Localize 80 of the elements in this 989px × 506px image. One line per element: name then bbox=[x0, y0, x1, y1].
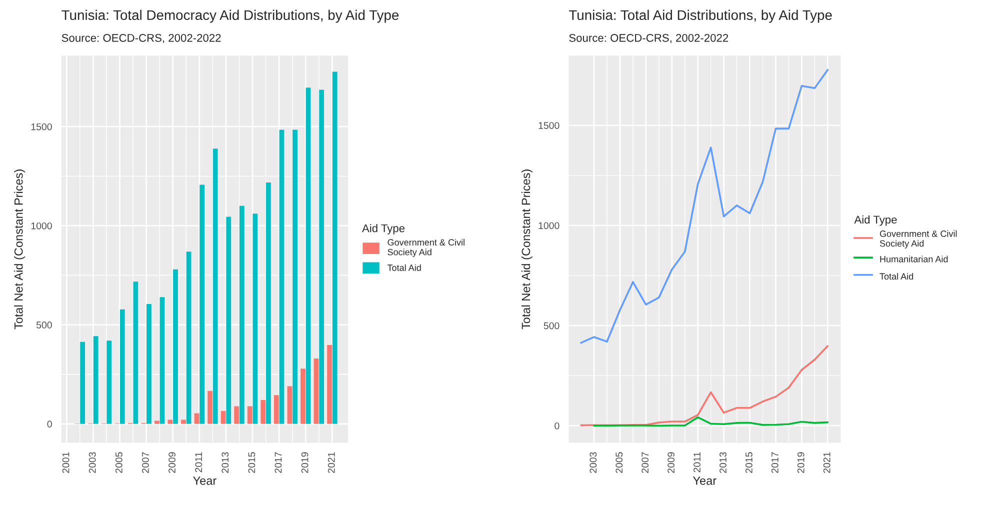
x-tick-label: 2017 bbox=[274, 452, 282, 473]
bar bbox=[314, 358, 319, 424]
legend-label: Government & Civil Society Aid bbox=[388, 238, 464, 258]
bar bbox=[266, 182, 271, 424]
bar bbox=[287, 386, 292, 424]
bar bbox=[274, 395, 279, 424]
legend-label: Government & Civil Society Aid bbox=[880, 230, 957, 248]
bar bbox=[80, 342, 86, 424]
x-tick-label: 2009 bbox=[168, 452, 176, 473]
x-tick-label: 2003 bbox=[88, 452, 96, 473]
x-axis-title: Year bbox=[193, 476, 216, 485]
bar bbox=[332, 72, 338, 424]
bar bbox=[93, 336, 98, 424]
chart-title: Tunisia: Total Democracy Aid Distributions, by Aid Type bbox=[62, 10, 399, 23]
y-tick-label: 500 bbox=[544, 322, 560, 330]
bar bbox=[226, 216, 232, 424]
x-tick-label: 2003 bbox=[590, 452, 597, 473]
x-axis-title: Year bbox=[692, 476, 716, 485]
bar bbox=[212, 148, 218, 424]
x-tick-label: 2015 bbox=[746, 452, 752, 473]
bar bbox=[146, 304, 152, 424]
y-tick-label: 500 bbox=[36, 322, 52, 328]
chart-subtitle: Source: OECD-CRS, 2002-2022 bbox=[62, 34, 221, 44]
bar bbox=[327, 345, 332, 424]
line-series bbox=[580, 68, 829, 344]
y-tick-label: 0 bbox=[554, 422, 560, 430]
legend-title: Aid Type bbox=[362, 224, 405, 234]
x-tick-label: 2021 bbox=[328, 452, 335, 473]
x-tick-label: 2019 bbox=[797, 452, 804, 473]
line-series bbox=[580, 345, 829, 426]
y-axis-title: Total Net Aid (Constant Prices) bbox=[14, 170, 26, 330]
chart-title: Tunisia: Total Aid Distributions, by Aid Type bbox=[568, 10, 832, 23]
x-tick-label: 2001 bbox=[62, 452, 70, 473]
x-tick-label: 2013 bbox=[720, 452, 726, 473]
bar bbox=[200, 184, 205, 424]
x-tick-label: 2017 bbox=[771, 452, 778, 473]
x-tick-label: 2019 bbox=[301, 452, 308, 473]
y-tick-label: 0 bbox=[47, 420, 52, 428]
line-series bbox=[593, 416, 829, 427]
bar bbox=[306, 88, 311, 424]
bar bbox=[252, 214, 258, 424]
chart-subtitle: Source: OECD-CRS, 2002-2022 bbox=[569, 34, 728, 44]
y-tick-label: 1000 bbox=[31, 222, 52, 230]
y-tick-label: 1000 bbox=[538, 222, 560, 230]
y-tick-label: 1500 bbox=[31, 123, 52, 130]
x-tick-label: 2015 bbox=[248, 452, 256, 473]
bar bbox=[160, 297, 165, 424]
bar bbox=[292, 130, 298, 424]
bar bbox=[173, 269, 178, 424]
bar bbox=[247, 406, 252, 424]
bar bbox=[279, 130, 284, 424]
legend-label: Humanitarian Aid bbox=[880, 256, 948, 262]
y-axis-title: Total Net Aid (Constant Prices) bbox=[521, 170, 532, 330]
x-tick-label: 2007 bbox=[142, 452, 149, 473]
bar bbox=[319, 90, 324, 424]
x-tick-label: 2007 bbox=[642, 452, 649, 473]
legend-label: Total Aid bbox=[387, 264, 421, 271]
x-tick-label: 2011 bbox=[195, 452, 202, 472]
bar bbox=[208, 390, 212, 424]
bar bbox=[133, 282, 138, 424]
x-tick-label: 2011 bbox=[694, 452, 700, 472]
bar bbox=[239, 206, 244, 424]
bar bbox=[106, 340, 112, 424]
bar bbox=[234, 406, 240, 424]
x-tick-label: 2005 bbox=[616, 452, 623, 473]
bar bbox=[194, 413, 200, 424]
legend-label: Total Aid bbox=[880, 272, 914, 280]
bar bbox=[186, 252, 192, 424]
legend-title: Aid Type bbox=[854, 215, 897, 226]
bar bbox=[300, 368, 306, 424]
bar bbox=[260, 400, 266, 424]
x-tick-label: 2021 bbox=[823, 452, 830, 473]
x-tick-label: 2005 bbox=[115, 452, 122, 473]
y-tick-label: 1500 bbox=[538, 122, 560, 129]
bar bbox=[154, 420, 160, 424]
bar bbox=[120, 309, 125, 424]
x-tick-label: 2013 bbox=[222, 452, 229, 473]
bar bbox=[181, 420, 186, 424]
x-tick-label: 2009 bbox=[668, 452, 674, 473]
bar bbox=[220, 411, 226, 424]
